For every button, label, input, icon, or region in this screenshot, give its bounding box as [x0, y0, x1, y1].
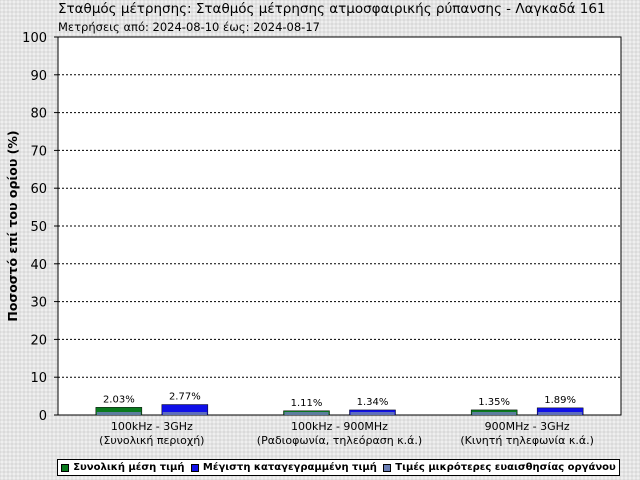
legend-label-max: Μέγιστη καταγεγραμμένη τιμή [202, 462, 377, 473]
bar-sensitivity-band [284, 412, 329, 415]
y-axis-label: Ποσοστό επί του ορίου (%) [5, 130, 20, 321]
bar-sensitivity-band [472, 412, 517, 415]
y-tick-label: 10 [30, 371, 47, 386]
chart-title: Σταθμός μέτρησης: Σταθμός μέτρησης ατμοσ… [58, 1, 606, 17]
bar-value-label: 1.34% [357, 397, 389, 408]
y-tick-label: 80 [30, 107, 47, 122]
bar-sensitivity-band [162, 412, 207, 415]
y-tick-label: 40 [30, 258, 47, 273]
legend-swatch-mean [61, 463, 70, 472]
chart-legend: Συνολική μέση τιμή Μέγιστη καταγεγραμμέν… [57, 459, 620, 476]
x-tick-label: 100kHz - 900MHz [291, 420, 388, 433]
legend-item-mean: Συνολική μέση τιμή [61, 462, 184, 473]
y-tick-label: 60 [30, 182, 47, 197]
bar-value-label: 1.35% [478, 397, 510, 408]
x-tick-sublabel: (Ραδιοφωνία, τηλεόραση κ.ά.) [257, 434, 422, 447]
x-tick-label: 100kHz - 3GHz [111, 420, 193, 433]
legend-swatch-sensitivity [383, 463, 392, 472]
x-tick-sublabel: (Συνολική περιοχή) [99, 434, 204, 447]
chart-subtitle: Μετρήσεις από: 2024-08-10 έως: 2024-08-1… [58, 20, 320, 34]
y-tick-label: 90 [30, 69, 47, 84]
bar-value-label: 2.77% [169, 392, 201, 403]
y-tick-label: 30 [30, 296, 47, 311]
bar-value-label: 1.89% [544, 395, 576, 406]
y-tick-label: 20 [30, 333, 47, 348]
plot-border [57, 36, 622, 416]
y-tick-label: 0 [39, 409, 47, 424]
bar-value-label: 2.03% [103, 394, 135, 405]
y-tick-label: 70 [30, 144, 47, 159]
legend-item-sensitivity: Τιμές μικρότερες ευαισθησίας οργάνου [383, 462, 616, 473]
bar-value-label: 1.11% [291, 398, 323, 409]
legend-item-max: Μέγιστη καταγεγραμμένη τιμή [190, 462, 377, 473]
bar-sensitivity-band [96, 412, 141, 415]
legend-label-sensitivity: Τιμές μικρότερες ευαισθησίας οργάνου [395, 462, 616, 473]
bar-chart: 0 10 20 30 40 50 60 70 80 90 100 Ποσοστό επί του ορ… [5, 31, 622, 447]
y-tick-label: 100 [22, 31, 47, 46]
legend-swatch-max [190, 463, 199, 472]
legend-label-mean: Συνολική μέση τιμή [73, 462, 185, 473]
bar-sensitivity-band [350, 412, 395, 415]
y-tick-label: 50 [30, 220, 47, 235]
x-tick-sublabel: (Κινητή τηλεφωνία κ.ά.) [460, 434, 594, 447]
x-tick-label: 900MHz - 3GHz [485, 420, 570, 433]
bar-sensitivity-band [538, 412, 583, 415]
